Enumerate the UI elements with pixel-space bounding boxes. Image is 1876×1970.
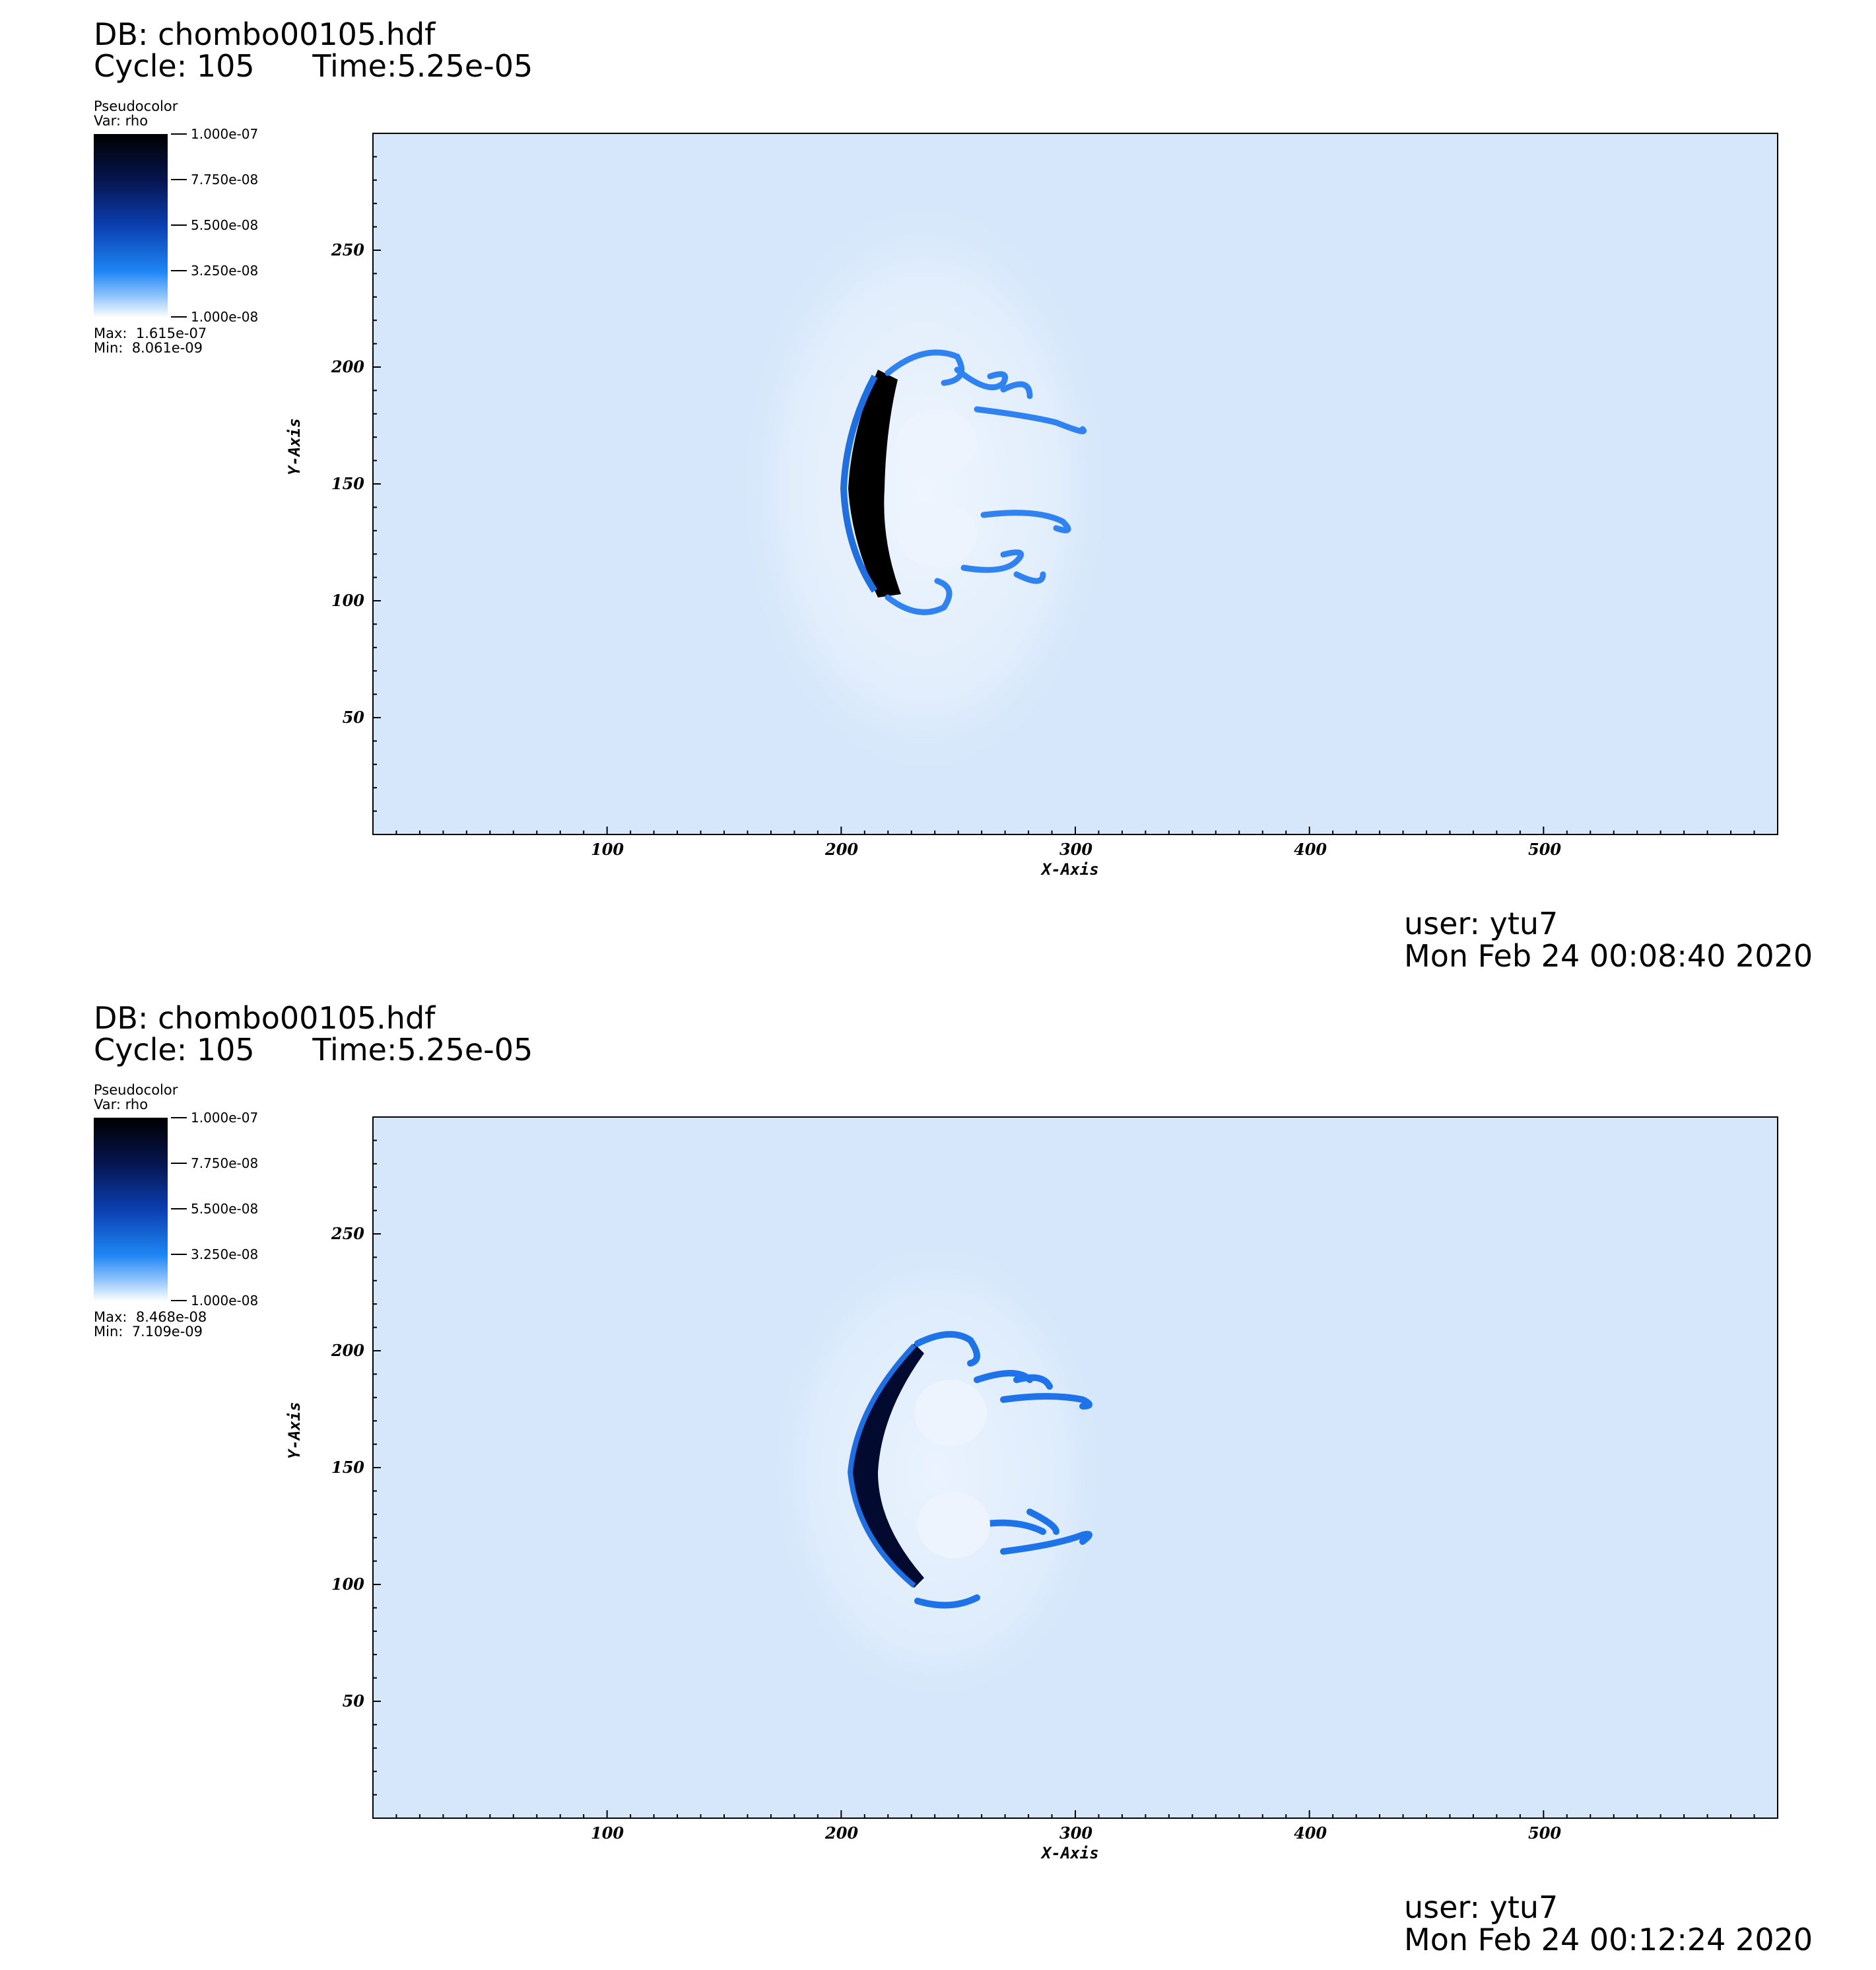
x-tick-label: 200	[825, 840, 859, 859]
x-tick-label: 100	[591, 1823, 624, 1843]
lower-vortex-arm	[914, 1509, 1092, 1609]
colorbar-tick-label: 1.000e-07	[170, 1110, 259, 1126]
upper-vortex-core	[914, 1380, 987, 1446]
bow-shock-halo	[733, 191, 1116, 786]
upper-vortex-arm	[914, 1331, 1092, 1410]
colorbar-tick-label: 7.750e-08	[170, 172, 259, 187]
colorbar-tick-label: 7.750e-08	[170, 1155, 259, 1171]
colorbar-gradient	[94, 1118, 168, 1301]
colorbar-gradient	[94, 134, 168, 318]
x-tick-label: 400	[1294, 840, 1327, 859]
x-tick-label: 500	[1528, 840, 1562, 859]
x-tick-label: 500	[1528, 1823, 1562, 1843]
y-tick-label: 100	[331, 1575, 364, 1594]
pseudocolor-plot	[372, 1116, 1778, 1819]
plot-panel-1: DB: chombo00105.hdf Cycle: 105 Time:5.25…	[0, 0, 1876, 984]
pseudocolor-plot	[372, 133, 1778, 835]
y-tick-label: 50	[342, 708, 364, 727]
legend-variable: Var: rho	[94, 113, 149, 129]
upper-vortex-core	[898, 409, 977, 475]
upper-vortex-arm	[885, 349, 1087, 434]
colorbar	[94, 134, 168, 318]
y-tick-label: 200	[331, 1341, 364, 1360]
plot-panel-2: DB: chombo00105.hdf Cycle: 105 Time:5.25…	[0, 984, 1876, 1967]
db-filename: DB: chombo00105.hdf	[94, 1000, 436, 1036]
front-edge	[840, 374, 878, 593]
legend-variable: Var: rho	[94, 1097, 149, 1112]
colorbar	[94, 1118, 168, 1301]
y-tick-label: 250	[331, 240, 364, 259]
x-tick-label: 300	[1059, 840, 1093, 859]
y-tick-label: 150	[331, 1458, 364, 1477]
front-edge	[847, 1343, 916, 1588]
legend-title: Pseudocolor	[94, 1082, 178, 1098]
dense-front	[848, 370, 901, 597]
x-tick-label: 100	[591, 840, 624, 859]
timestamp: Mon Feb 24 00:08:40 2020	[1404, 938, 1813, 974]
legend-title: Pseudocolor	[94, 98, 178, 114]
y-axis-title: Y-Axis	[285, 418, 304, 475]
y-tick-label: 100	[331, 591, 364, 610]
x-tick-label: 400	[1294, 1823, 1327, 1843]
bow-shock-halo	[766, 1235, 1109, 1710]
y-tick-label: 150	[331, 474, 364, 493]
lower-vortex-arm	[885, 510, 1071, 615]
legend-max: Max: 8.468e-08	[94, 1309, 207, 1325]
legend-min: Min: 7.109e-09	[94, 1324, 203, 1340]
user-label: user: ytu7	[1404, 1889, 1558, 1925]
x-tick-label: 200	[825, 1823, 859, 1843]
y-tick-label: 50	[342, 1691, 364, 1711]
colorbar-tick-label: 5.500e-08	[170, 217, 259, 233]
colorbar-tick-label: 3.250e-08	[170, 263, 259, 279]
dense-front	[852, 1343, 924, 1588]
y-axis-title: Y-Axis	[285, 1402, 304, 1459]
lower-vortex-core	[898, 502, 977, 568]
y-tick-label: 200	[331, 357, 364, 376]
cycle-time: Cycle: 105 Time:5.25e-05	[94, 1032, 533, 1068]
colorbar-tick-label: 3.250e-08	[170, 1246, 259, 1262]
colorbar-tick-label: 1.000e-08	[170, 1293, 259, 1308]
axis-ticks	[373, 156, 1755, 834]
colorbar-tick-label: 1.000e-08	[170, 309, 259, 325]
y-tick-label: 250	[331, 1224, 364, 1243]
colorbar-tick-label: 5.500e-08	[170, 1201, 259, 1217]
legend-max: Max: 1.615e-07	[94, 325, 207, 341]
axis-ticks	[373, 1139, 1755, 1818]
timestamp: Mon Feb 24 00:12:24 2020	[1404, 1922, 1813, 1957]
legend-min: Min: 8.061e-09	[94, 340, 203, 356]
x-axis-title: X-Axis	[1042, 1844, 1099, 1862]
user-label: user: ytu7	[1404, 906, 1558, 941]
cycle-time: Cycle: 105 Time:5.25e-05	[94, 48, 533, 84]
x-tick-label: 300	[1059, 1823, 1093, 1843]
colorbar-tick-label: 1.000e-07	[170, 126, 259, 142]
x-axis-title: X-Axis	[1042, 860, 1099, 879]
db-filename: DB: chombo00105.hdf	[94, 17, 436, 52]
lower-vortex-core	[918, 1492, 990, 1558]
